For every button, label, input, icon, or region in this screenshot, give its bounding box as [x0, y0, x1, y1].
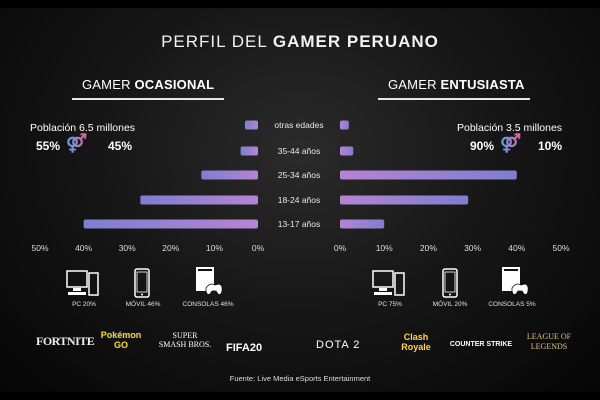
title-normal: PERFIL DEL — [161, 32, 273, 51]
mobile-icon — [442, 268, 458, 298]
left-tick-label: 40% — [75, 243, 92, 253]
pc-icon — [66, 270, 99, 296]
right-heading-bold: ENTUSIASTA — [440, 77, 525, 92]
left-tick-label: 10% — [206, 243, 223, 253]
left-device-console: CONSOLAS 46% — [182, 301, 234, 308]
source-note: Fuente: Live Media eSports Entertainment — [229, 374, 371, 383]
right-bar-4 — [340, 219, 385, 229]
gender-icon: ⚤ — [500, 134, 521, 152]
category-label: 13-17 años — [278, 219, 321, 229]
left-bar-3 — [140, 195, 258, 205]
page-title: PERFIL DEL GAMER PERUANO — [0, 32, 600, 52]
pc-icon — [372, 270, 405, 296]
top-border — [0, 0, 600, 8]
gender-icon-glyph: ⚤ — [500, 133, 522, 153]
gender-icon-glyph: ⚤ — [66, 133, 88, 153]
console-icon — [502, 267, 529, 295]
left-heading-normal: GAMER — [82, 77, 135, 92]
left-tick-label: 30% — [119, 243, 136, 253]
right-heading-normal: GAMER — [388, 77, 441, 92]
left-bar-1 — [240, 146, 258, 156]
right-device-pc: PC 75% — [378, 301, 402, 308]
right-device-mobile: MÓVIL 20% — [432, 301, 468, 308]
right-male-pct: 90% — [470, 139, 495, 153]
left-device-mobile: MÓVIL 46% — [125, 301, 161, 308]
left-bar-4 — [83, 219, 258, 229]
left-population: Población 6.5 millones — [30, 122, 136, 134]
pokemon-go-logo: Pokémon GO — [100, 330, 142, 350]
console-icon — [196, 267, 223, 295]
category-label: 18-24 años — [278, 195, 321, 205]
left-tick-label: 50% — [31, 243, 48, 253]
left-heading-rule — [72, 98, 224, 100]
right-bar-3 — [340, 195, 469, 205]
right-tick-label: 50% — [552, 243, 569, 253]
category-label: 35-44 años — [278, 146, 321, 156]
right-section-title: GAMER ENTUSIASTA — [388, 77, 525, 92]
left-female-pct: 45% — [108, 139, 133, 153]
right-bar-2 — [340, 170, 517, 180]
right-bar-1 — [340, 146, 354, 156]
right-tick-label: 30% — [464, 243, 481, 253]
right-tick-label: 0% — [334, 243, 347, 253]
dota2-logo: DOTA 2 — [316, 339, 361, 351]
right-tick-label: 20% — [420, 243, 437, 253]
category-label: 25-34 años — [278, 170, 321, 180]
fifa20-logo: FIFA20 — [226, 342, 263, 354]
smash-bros-logo: SUPER SMASH BROS. — [158, 331, 212, 349]
right-tick-label: 40% — [508, 243, 525, 253]
mobile-icon — [134, 268, 150, 298]
category-label: otras edades — [274, 120, 323, 130]
right-tick-label: 10% — [376, 243, 393, 253]
left-heading-bold: OCASIONAL — [134, 77, 215, 92]
right-bar-0 — [340, 120, 349, 130]
title-bold: GAMER PERUANO — [272, 32, 439, 51]
league-of-legends-logo: LEAGUE OF LEGENDS — [526, 332, 572, 351]
left-male-pct: 55% — [36, 139, 61, 153]
right-heading-rule — [378, 98, 530, 100]
left-tick-label: 20% — [162, 243, 179, 253]
bottom-border — [0, 392, 600, 400]
fortnite-logo: FORTNITE — [36, 334, 95, 348]
left-bar-0 — [244, 120, 258, 130]
left-bar-2 — [201, 170, 258, 180]
right-female-pct: 10% — [538, 139, 563, 153]
right-population: Población 3.5 millones — [457, 122, 563, 134]
clash-royale-logo: Clash Royale — [401, 332, 431, 352]
left-tick-label: 0% — [252, 243, 265, 253]
counter-strike-logo: COUNTER STRIKE — [449, 341, 513, 348]
gender-icon: ⚤ — [66, 134, 87, 152]
right-device-console: CONSOLAS 5% — [488, 301, 536, 308]
left-device-pc: PC 20% — [72, 301, 96, 308]
left-section-title: GAMER OCASIONAL — [82, 77, 214, 92]
